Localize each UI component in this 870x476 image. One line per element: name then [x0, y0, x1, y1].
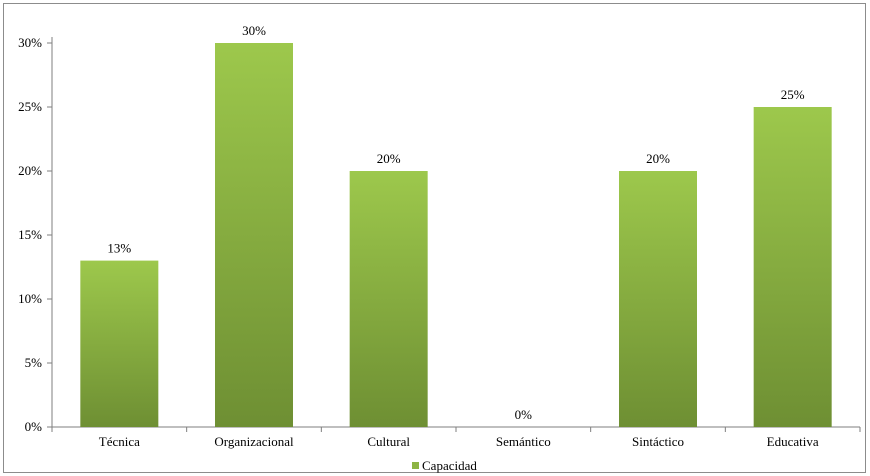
y-tick-label: 20%: [18, 163, 42, 178]
axes: 0% 5% 10% 15% 20% 25% 30%: [18, 35, 861, 434]
y-tick-label: 5%: [25, 355, 43, 370]
data-label: 20%: [646, 151, 670, 166]
y-tick-label: 25%: [18, 99, 42, 114]
labels-group: 13% Técnica 30% Organizacional 20% Cultural 0%…: [99, 23, 819, 449]
data-label: 25%: [781, 87, 805, 102]
bar: [215, 43, 293, 427]
x-tick-label: Sintáctico: [632, 434, 684, 449]
legend-swatch: [412, 462, 419, 469]
data-label: 30%: [242, 23, 266, 38]
data-label: 13%: [107, 241, 131, 256]
y-tick-label: 10%: [18, 291, 42, 306]
y-tick-label: 0%: [25, 419, 43, 434]
y-tick-label: 30%: [18, 35, 42, 50]
x-tick-label: Cultural: [367, 434, 410, 449]
x-tick-label: Educativa: [767, 434, 819, 449]
data-label: 20%: [377, 151, 401, 166]
legend: Capacidad: [412, 458, 477, 473]
legend-label: Capacidad: [422, 458, 477, 473]
x-tick-label: Organizacional: [214, 434, 294, 449]
bar: [80, 260, 159, 427]
y-tick-label: 15%: [18, 227, 42, 242]
bars-group: [80, 43, 832, 427]
x-tick-label: Semántico: [496, 434, 551, 449]
x-tick-label: Técnica: [99, 434, 140, 449]
data-label: 0%: [515, 407, 533, 422]
bar: [619, 171, 697, 427]
bar: [753, 107, 832, 427]
bar: [349, 171, 428, 427]
